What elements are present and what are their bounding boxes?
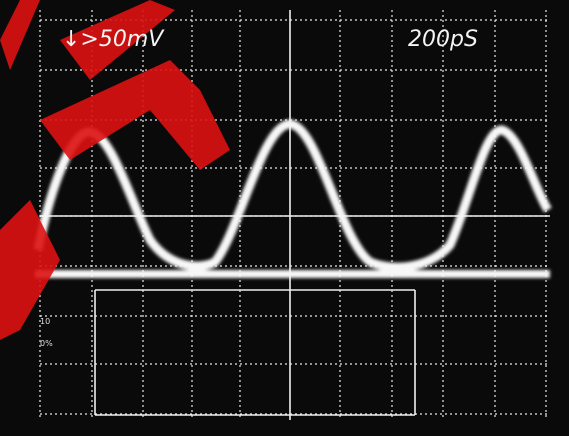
graticule-label: 0% [40, 339, 53, 348]
graticule-label: 10 [40, 317, 50, 326]
volts-per-div: ↓>50mV [62, 27, 165, 52]
oscilloscope-screen: ↓>50mV 200pS 10 0% [0, 0, 569, 436]
page: ↓>50mV 200pS 10 0% (() => { const data =… [0, 0, 569, 436]
time-per-div: 200pS [408, 27, 478, 52]
